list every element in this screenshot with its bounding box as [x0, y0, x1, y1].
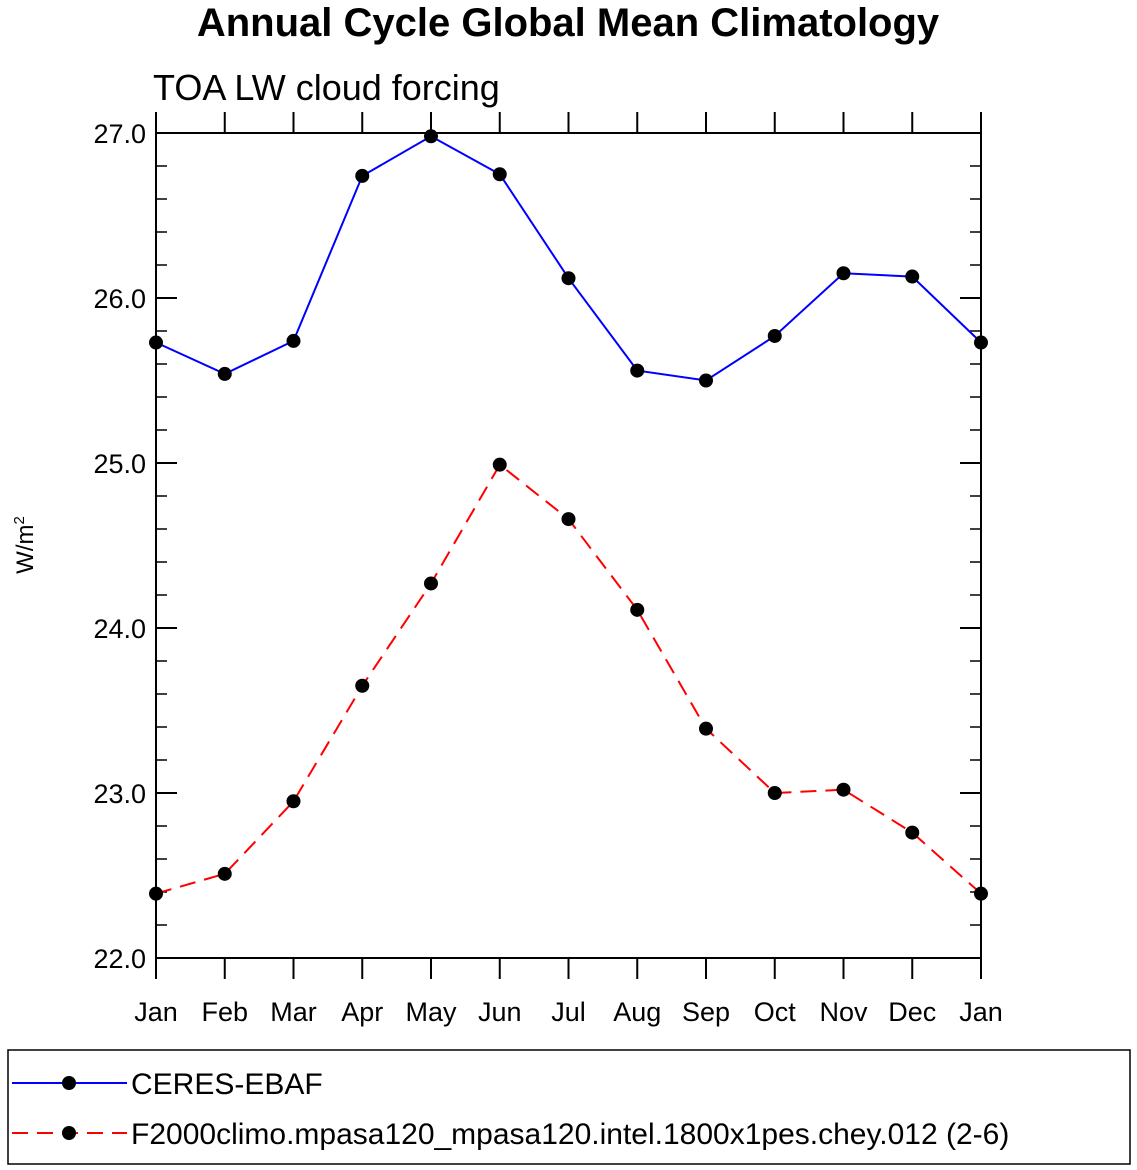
data-point [217, 866, 232, 881]
chart-subtitle: TOA LW cloud forcing [153, 67, 500, 108]
series-1 [149, 129, 988, 388]
series-line [155, 135, 982, 382]
data-point [355, 678, 370, 693]
y-tick-label: 25.0 [93, 449, 146, 479]
data-point [561, 271, 576, 286]
y-axis-label: W/m2 [11, 516, 39, 574]
y-tick-label: 26.0 [93, 284, 146, 314]
series-layer [149, 129, 988, 901]
y-tick-label: 24.0 [93, 614, 146, 644]
data-point [355, 168, 370, 183]
x-tick-label: Apr [341, 997, 383, 1027]
data-point [286, 333, 301, 348]
data-point [767, 328, 782, 343]
series-2 [149, 457, 988, 901]
data-point [836, 782, 851, 797]
legend-label: CERES-EBAF [131, 1068, 323, 1101]
data-point [767, 786, 782, 800]
y-tick-label: 23.0 [93, 779, 146, 809]
chart-title: Annual Cycle Global Mean Climatology [197, 1, 940, 45]
legend-label: F2000climo.mpasa120_mpasa120.intel.1800x… [131, 1118, 1009, 1151]
data-point [149, 335, 163, 350]
data-point [149, 886, 163, 901]
x-tick-label: Jun [478, 997, 522, 1027]
y-tick-label: 27.0 [93, 119, 146, 149]
x-tick-label: Mar [270, 997, 317, 1027]
x-tick-label: Feb [201, 997, 248, 1027]
y-tick-label: 22.0 [93, 944, 146, 974]
x-tick-label: May [405, 997, 457, 1027]
legend-swatch-marker [62, 1076, 76, 1090]
data-point [974, 886, 988, 901]
x-tick-label: Jul [551, 997, 586, 1027]
data-point [492, 167, 507, 182]
x-tick-label: Sep [682, 997, 730, 1027]
data-point [699, 373, 713, 388]
x-tick-label: Dec [888, 997, 936, 1027]
data-point [561, 512, 576, 527]
data-point [836, 266, 851, 281]
data-point [905, 825, 920, 840]
legend-box [7, 1049, 1131, 1165]
x-tick-label: Oct [754, 997, 797, 1027]
x-tick-label: Jan [134, 997, 178, 1027]
data-point [424, 576, 438, 591]
x-tick-label: Aug [613, 997, 661, 1027]
data-point [217, 366, 232, 381]
axes: 22.0 23.0 24.0 25.0 26.0 27.0 Jan Feb Mar Apr May J… [93, 112, 1003, 1027]
plot-frame [155, 132, 982, 959]
data-point [905, 269, 920, 284]
legend-swatch-marker [62, 1126, 76, 1140]
series-line [155, 463, 982, 895]
data-point [630, 363, 645, 378]
x-tick-label: Nov [819, 997, 868, 1027]
data-point [974, 335, 988, 350]
data-point [286, 794, 301, 809]
data-point [699, 721, 713, 736]
x-tick-label: Jan [959, 997, 1003, 1027]
data-point [492, 457, 507, 472]
legend: CERES-EBAF F2000climo.mpasa120_mpasa120.i… [7, 1049, 1131, 1165]
data-point [424, 129, 438, 144]
data-point [630, 602, 645, 617]
